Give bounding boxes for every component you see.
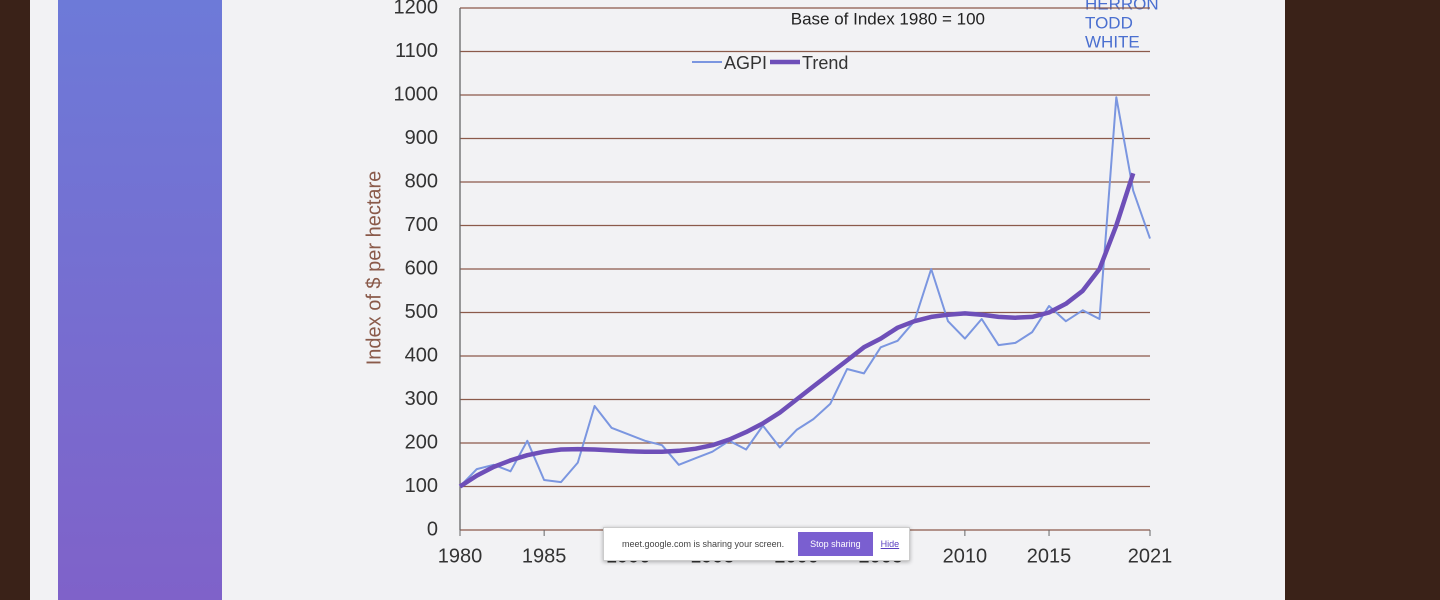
y-tick-label: 0 (427, 518, 438, 540)
hide-link[interactable]: Hide (880, 539, 900, 549)
y-tick-label: 600 (405, 257, 438, 279)
x-tick-label: 1985 (522, 545, 567, 567)
y-tick-label: 400 (405, 344, 438, 366)
series-line (459, 96, 1151, 488)
x-tick-label: 2021 (1128, 545, 1173, 567)
logo-line: WHITE (1085, 32, 1140, 51)
y-tick-label: 1100 (395, 40, 438, 62)
share-bar: meet.google.com is sharing your screen. … (603, 527, 910, 561)
legend-label: Trend (802, 53, 848, 73)
chart-title: Base of Index 1980 = 100 (791, 9, 985, 28)
x-tick-label: 2010 (943, 545, 988, 567)
y-tick-label: 1000 (394, 83, 439, 105)
y-tick-label: 800 (405, 170, 438, 192)
y-tick-label: 200 (405, 431, 438, 453)
slide (30, 0, 1285, 600)
slide-band (58, 0, 222, 600)
x-tick-label: 2015 (1027, 545, 1072, 567)
y-tick-label: 500 (405, 301, 438, 323)
x-tick-label: 1980 (438, 545, 483, 567)
y-tick-label: 300 (405, 388, 438, 410)
y-tick-label: 900 (405, 127, 438, 149)
y-axis-title: Index of $ per hectare (363, 171, 385, 366)
y-tick-label: 100 (405, 475, 438, 497)
stop-sharing-button[interactable]: Stop sharing (798, 532, 873, 556)
series-line (458, 172, 1136, 489)
share-message: meet.google.com is sharing your screen. (622, 539, 785, 549)
y-tick-label: 1200 (394, 0, 439, 18)
logo-line: TODD (1085, 13, 1133, 32)
y-tick-label: 700 (405, 214, 438, 236)
legend-label: AGPI (724, 53, 767, 73)
logo-line: HERRON (1085, 0, 1159, 13)
